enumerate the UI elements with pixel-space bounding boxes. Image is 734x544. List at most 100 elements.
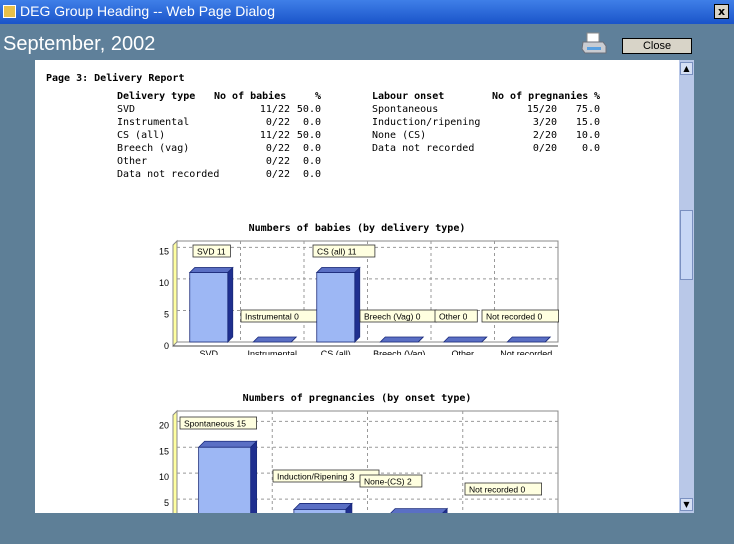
scroll-thumb[interactable] bbox=[680, 210, 693, 280]
delivery-type-cell: Instrumental bbox=[117, 117, 190, 128]
bar-other bbox=[442, 336, 488, 343]
table-row: Spontaneous 15/20 75.0 bbox=[372, 104, 612, 117]
table-row: SVD 11/22 50.0 bbox=[117, 104, 337, 117]
data-label-text: Not recorded 0 bbox=[469, 485, 525, 495]
delivery-percent-cell: 50.0 bbox=[296, 104, 321, 115]
delivery-percent-cell: 0.0 bbox=[302, 143, 321, 154]
y-axis-wall bbox=[172, 409, 178, 513]
bar-instrumental bbox=[252, 336, 298, 343]
x-tick-label: CS (all) bbox=[321, 349, 351, 355]
delivery-type-cell: Other bbox=[117, 156, 148, 167]
labour-count-cell: 0/20 bbox=[532, 143, 557, 154]
delivery-type-cell: Breech (vag) bbox=[117, 143, 190, 154]
data-label: Instrumental 0 bbox=[240, 309, 318, 323]
bar-svd bbox=[188, 266, 234, 343]
app-icon bbox=[3, 5, 16, 18]
printer-icon[interactable] bbox=[581, 32, 607, 56]
data-label: Other 0 bbox=[434, 309, 478, 323]
data-label-text: Instrumental 0 bbox=[245, 312, 299, 322]
data-label-text: None-(CS) 2 bbox=[364, 477, 412, 487]
delivery-count-cell: 0/22 bbox=[265, 117, 290, 128]
data-label-text: Other 0 bbox=[439, 312, 468, 322]
delivery-type-cell: Data not recorded bbox=[117, 169, 220, 180]
labour-type-cell: Induction/ripening bbox=[372, 117, 481, 128]
delivery-header-count: No of babies bbox=[214, 91, 287, 102]
chart2-title: Numbers of pregnancies (by onset type) bbox=[242, 393, 472, 404]
delivery-percent-cell: 0.0 bbox=[302, 169, 321, 180]
labour-header-percent: % bbox=[593, 91, 600, 102]
labour-count-cell: 3/20 bbox=[532, 117, 557, 128]
x-tick-label: Not recorded bbox=[500, 349, 552, 355]
bar-induction-ripening bbox=[292, 502, 353, 513]
delivery-header-type: Delivery type bbox=[117, 91, 196, 102]
table-row: Other 0/22 0.0 bbox=[117, 156, 337, 169]
report-month: September, 2002 bbox=[3, 33, 156, 55]
delivery-header-row: Delivery type No of babies% bbox=[117, 91, 337, 104]
labour-type-cell: Spontaneous bbox=[372, 104, 439, 115]
y-tick-label: 5 bbox=[164, 309, 169, 319]
x-tick-label: Instrumental bbox=[247, 349, 297, 355]
table-row: None (CS) 2/20 10.0 bbox=[372, 130, 612, 143]
y-tick-label: 0 bbox=[164, 341, 169, 351]
bar-not-recorded bbox=[506, 336, 552, 343]
labour-count-cell: 15/20 bbox=[526, 104, 557, 115]
delivery-header-percent: % bbox=[314, 91, 321, 102]
data-label-text: CS (all) 11 bbox=[317, 247, 357, 257]
labour-percent-cell: 15.0 bbox=[575, 117, 600, 128]
x-tick-label: SVD bbox=[199, 349, 218, 355]
data-label-text: SVD 11 bbox=[197, 247, 226, 257]
y-axis-wall bbox=[172, 239, 178, 348]
scroll-up-arrow-icon[interactable]: ▲ bbox=[680, 62, 693, 75]
labour-header-row: Labour onset No of pregnanies% bbox=[372, 91, 612, 104]
delivery-count-cell: 11/22 bbox=[259, 130, 290, 141]
data-label: SVD 11 bbox=[192, 244, 231, 258]
data-label-text: Spontaneous 15 bbox=[184, 419, 246, 429]
delivery-percent-cell: 0.0 bbox=[302, 156, 321, 167]
vertical-scrollbar[interactable]: ▲ ▼ bbox=[679, 60, 694, 513]
bar-cs-all- bbox=[315, 266, 361, 343]
delivery-table: Delivery type No of babies% SVD 11/22 50.0 In… bbox=[117, 91, 337, 182]
labour-percent-cell: 0.0 bbox=[581, 143, 600, 154]
chart1-title: Numbers of babies (by delivery type) bbox=[248, 223, 466, 234]
table-row: Data not recorded 0/20 0.0 bbox=[372, 143, 612, 156]
labour-count-cell: 2/20 bbox=[532, 130, 557, 141]
y-tick-label: 20 bbox=[159, 420, 169, 430]
close-window-button[interactable]: x bbox=[714, 4, 729, 19]
delivery-count-cell: 11/22 bbox=[259, 104, 290, 115]
delivery-type-cell: CS (all) bbox=[117, 130, 166, 141]
y-tick-label: 15 bbox=[159, 246, 169, 256]
data-label-text: Not recorded 0 bbox=[486, 312, 542, 322]
data-label: Spontaneous 15 bbox=[179, 416, 257, 430]
delivery-count-cell: 0/22 bbox=[265, 169, 290, 180]
table-row: CS (all) 11/22 50.0 bbox=[117, 130, 337, 143]
table-row: Breech (vag) 0/22 0.0 bbox=[117, 143, 337, 156]
window-title: DEG Group Heading -- Web Page Dialog bbox=[20, 3, 275, 19]
title-bar: DEG Group Heading -- Web Page Dialog x bbox=[0, 0, 734, 24]
delivery-percent-cell: 0.0 bbox=[302, 117, 321, 128]
y-tick-label: 10 bbox=[159, 278, 169, 288]
report-content: Page 3: Delivery Report Delivery type No … bbox=[35, 60, 679, 513]
x-tick-label: Other bbox=[451, 349, 474, 355]
bar-spontaneous bbox=[197, 440, 258, 513]
y-tick-label: 5 bbox=[164, 498, 169, 508]
data-label: Breech (Vag) 0 bbox=[359, 309, 437, 323]
data-label-text: Breech (Vag) 0 bbox=[364, 312, 421, 322]
pregnancies-bar-chart: 05101520Spontaneous 15Induction/Ripening… bbox=[159, 409, 559, 513]
close-button[interactable]: Close bbox=[622, 38, 692, 54]
data-label: Not recorded 0 bbox=[481, 309, 559, 323]
data-label: CS (all) 11 bbox=[312, 244, 376, 258]
y-tick-label: 10 bbox=[159, 472, 169, 482]
delivery-type-cell: SVD bbox=[117, 104, 136, 115]
x-tick-label: Breech (Vag) bbox=[373, 349, 425, 355]
bar-none-cs- bbox=[390, 507, 449, 513]
table-row: Data not recorded 0/22 0.0 bbox=[117, 169, 337, 182]
labour-percent-cell: 75.0 bbox=[575, 104, 600, 115]
labour-percent-cell: 10.0 bbox=[575, 130, 600, 141]
table-row: Instrumental 0/22 0.0 bbox=[117, 117, 337, 130]
scroll-down-arrow-icon[interactable]: ▼ bbox=[680, 498, 693, 511]
data-label: Not recorded 0 bbox=[464, 482, 542, 496]
delivery-percent-cell: 50.0 bbox=[296, 130, 321, 141]
table-row: Induction/ripening 3/20 15.0 bbox=[372, 117, 612, 130]
page-title: Page 3: Delivery Report bbox=[46, 73, 185, 84]
babies-bar-chart: 0 5 10 15 SVD SVD 11 Instrumental Instrumental … bbox=[159, 239, 559, 355]
